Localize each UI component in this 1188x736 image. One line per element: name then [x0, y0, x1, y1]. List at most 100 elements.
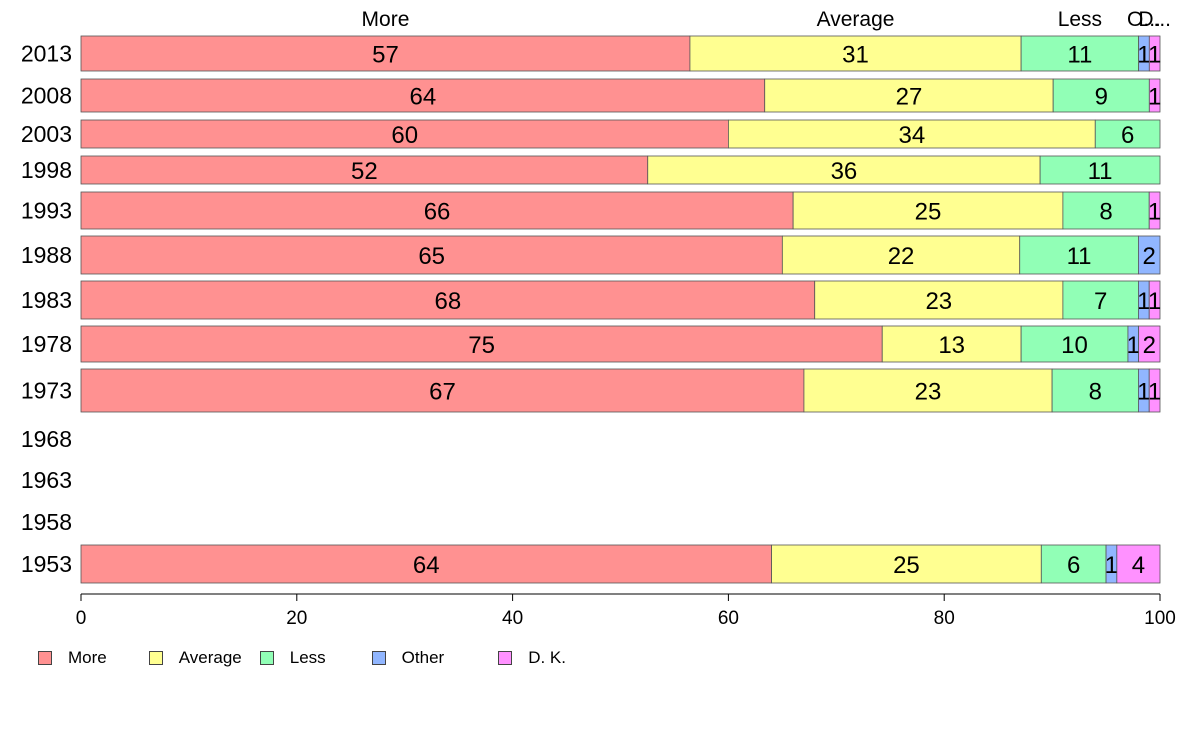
bar-value-label: 1 — [1137, 379, 1150, 406]
bar-segment — [1148, 191, 1161, 230]
year-label: 2008 — [21, 83, 72, 109]
bar-segment — [814, 280, 1064, 320]
year-label: 1988 — [21, 242, 72, 268]
bar-value-label: 25 — [915, 199, 942, 226]
bar-value-label: 1 — [1148, 199, 1161, 226]
bar-segment — [1039, 155, 1161, 185]
bar-value-label: 25 — [893, 552, 920, 579]
bar-segment — [1138, 235, 1161, 275]
legend-item: Average — [148, 648, 242, 668]
legend: More Average Less Other D. K. — [38, 648, 566, 668]
bar-value-label: 11 — [1067, 42, 1092, 69]
bar-value-label: 1 — [1127, 332, 1140, 359]
bar-value-label: 34 — [898, 122, 925, 149]
bar-segment — [80, 191, 794, 230]
bar-segment — [781, 235, 1021, 275]
bar-value-label: 11 — [1088, 158, 1113, 185]
legend-item: Other — [371, 648, 444, 668]
bar-value-label: 1 — [1148, 84, 1161, 111]
year-label: 1973 — [21, 378, 72, 404]
bar-segment — [647, 155, 1041, 185]
bar-segment — [80, 368, 805, 413]
year-labels: 2013 2008 2003 1998 1993 1988 1983 1978 1973 1968… — [21, 41, 72, 578]
year-label: 1993 — [21, 198, 72, 224]
bar-value-label: 31 — [842, 42, 869, 69]
bar-value-label: 23 — [925, 288, 952, 315]
bar-segment — [80, 280, 816, 320]
bar-segment — [728, 119, 1096, 149]
bar-value-label: 23 — [915, 379, 942, 406]
legend-swatch — [498, 651, 513, 665]
bar-value-label: 1 — [1137, 42, 1150, 69]
legend-label: More — [68, 648, 107, 667]
bar-segment — [80, 78, 766, 113]
bar-segment — [1148, 368, 1161, 413]
bar-value-label: 6 — [1121, 122, 1134, 149]
bar-segment — [1148, 78, 1161, 113]
bar-value-label: 13 — [938, 332, 965, 359]
bar-value-label: 65 — [418, 243, 445, 270]
bar-segment — [1040, 544, 1107, 584]
bar-segment — [80, 325, 883, 363]
x-tick-label: 0 — [76, 608, 87, 629]
bar-value-label: 6 — [1067, 552, 1080, 579]
bar-value-label: 27 — [896, 84, 923, 111]
bar-segment — [1051, 368, 1139, 413]
legend-swatch — [148, 651, 163, 665]
bar-segment — [803, 368, 1053, 413]
bar-value-label: 67 — [429, 379, 456, 406]
x-tick-label: 40 — [502, 608, 523, 629]
year-label: 1953 — [21, 551, 72, 577]
bar-segment — [1020, 325, 1129, 363]
bar-segment — [689, 35, 1022, 72]
segment-header-label: Average — [817, 8, 895, 31]
legend-label: Less — [289, 648, 326, 667]
bar-value-label: 75 — [468, 332, 495, 359]
x-tick-label: 60 — [718, 608, 739, 629]
legend-swatch — [371, 651, 386, 665]
bar-segment — [771, 544, 1042, 584]
bar-value-label: 36 — [831, 158, 858, 185]
bar-segment — [1116, 544, 1161, 584]
bar-value-label: 52 — [351, 158, 378, 185]
legend-item: D. K. — [498, 648, 566, 668]
bar-value-label: 64 — [410, 84, 437, 111]
bar-value-label: 66 — [424, 199, 451, 226]
year-label: 1958 — [21, 509, 72, 535]
segment-header-label: Less — [1058, 8, 1102, 31]
bar-segment — [1138, 325, 1161, 363]
year-label: 1978 — [21, 331, 72, 357]
bar-segment — [80, 544, 772, 584]
legend-swatch — [38, 651, 52, 665]
segment-header-label: D... — [1138, 8, 1171, 31]
legend-label: D. K. — [528, 648, 566, 667]
bar-value-label: 2 — [1143, 332, 1156, 359]
legend-swatch — [259, 651, 274, 665]
year-label: 1983 — [21, 287, 72, 313]
bar-value-label: 1 — [1148, 379, 1161, 406]
bar-segment — [80, 155, 649, 185]
bar-value-label: 1 — [1148, 288, 1161, 315]
x-tick-label: 100 — [1144, 608, 1176, 629]
legend-item: Less — [259, 648, 326, 668]
bar-segment — [1052, 78, 1150, 113]
segment-header-label: More — [362, 8, 410, 31]
x-axis: 0 20 40 60 80 100 — [76, 593, 1176, 629]
bar-segment — [764, 78, 1054, 113]
bar-segment — [80, 235, 783, 275]
bar-segment — [1148, 280, 1161, 320]
bar-value-label: 2 — [1143, 243, 1156, 270]
bar-value-label: 60 — [391, 122, 418, 149]
bar-value-label: 1 — [1105, 552, 1118, 579]
year-label: 1968 — [21, 426, 72, 452]
top-headers: More Average Less O...D... — [362, 8, 1171, 31]
bar-value-label: 9 — [1095, 84, 1108, 111]
year-label: 2003 — [21, 121, 72, 147]
bar-value-label: 7 — [1094, 288, 1107, 315]
x-tick-label: 80 — [934, 608, 955, 629]
bar-segment — [881, 325, 1022, 363]
bar-value-label: 4 — [1132, 552, 1145, 579]
bar-segment — [1094, 119, 1161, 149]
